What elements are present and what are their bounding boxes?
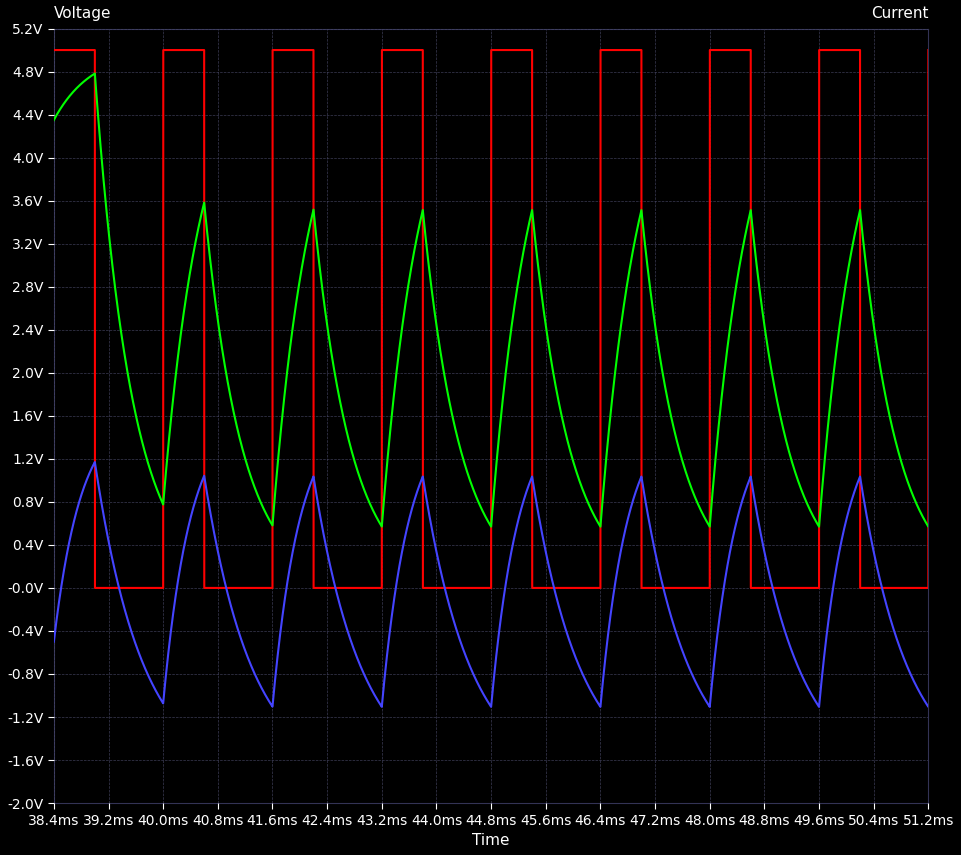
- X-axis label: Time: Time: [473, 833, 510, 848]
- Text: Current: Current: [871, 6, 928, 21]
- Text: Voltage: Voltage: [54, 6, 111, 21]
